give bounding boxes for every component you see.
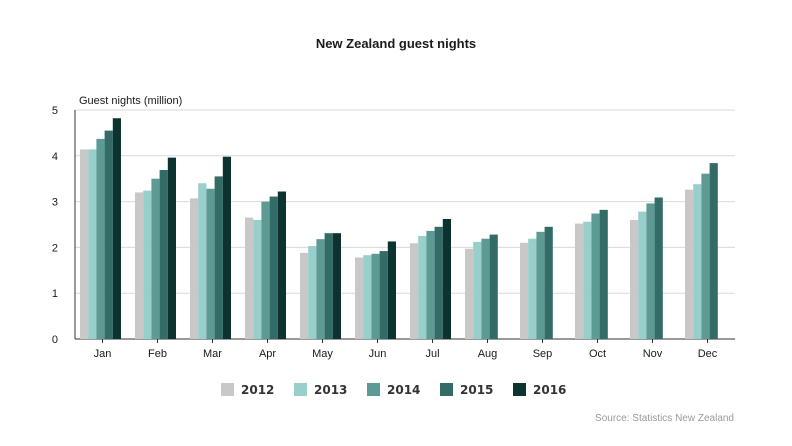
y-tick-label: 2 <box>52 242 58 254</box>
source-note: Source: Statistics New Zealand <box>595 413 734 424</box>
bar-sep-2012 <box>520 242 529 339</box>
bar-nov-2014 <box>646 203 655 339</box>
bar-dec-2012 <box>685 189 694 339</box>
bar-dec-2014 <box>701 173 710 339</box>
legend-swatch-2013 <box>294 383 307 396</box>
x-tick-label: Dec <box>698 348 718 360</box>
bar-sep-2013 <box>528 238 537 339</box>
legend-label-2012: 2012 <box>241 383 274 397</box>
y-axis-label: Guest nights (million) <box>79 95 183 107</box>
bar-jan-2013 <box>88 149 97 339</box>
bar-jun-2015 <box>379 251 388 339</box>
bar-mar-2014 <box>206 188 215 339</box>
y-tick-label: 5 <box>52 105 58 117</box>
bar-dec-2015 <box>709 163 718 339</box>
bar-sep-2015 <box>544 226 553 339</box>
bar-oct-2014 <box>591 213 600 339</box>
bar-apr-2015 <box>269 196 278 339</box>
y-tick-label: 0 <box>52 334 58 346</box>
bar-nov-2015 <box>654 197 663 339</box>
bar-may-2016 <box>332 233 341 339</box>
bar-mar-2012 <box>190 198 199 339</box>
bar-jul-2013 <box>418 235 427 339</box>
x-tick-label: May <box>312 348 333 360</box>
bar-aug-2012 <box>465 248 474 339</box>
bar-oct-2015 <box>599 209 608 339</box>
bar-apr-2014 <box>261 201 270 339</box>
bar-jul-2012 <box>410 243 419 339</box>
bar-apr-2016 <box>277 191 286 339</box>
bar-apr-2012 <box>245 217 254 339</box>
bar-jan-2014 <box>96 138 105 339</box>
x-tick-label: Sep <box>533 348 553 360</box>
bar-feb-2016 <box>167 157 176 339</box>
legend-label-2016: 2016 <box>533 383 566 397</box>
legend-label-2015: 2015 <box>460 383 493 397</box>
x-tick-label: Mar <box>203 348 222 360</box>
bar-jan-2012 <box>80 149 89 339</box>
x-tick-label: Apr <box>259 348 276 360</box>
bar-oct-2013 <box>583 221 592 339</box>
bar-aug-2013 <box>473 241 482 339</box>
x-tick-label: Oct <box>589 348 606 360</box>
bar-feb-2015 <box>159 169 168 339</box>
x-tick-label: Jun <box>369 348 387 360</box>
bar-aug-2014 <box>481 238 490 339</box>
bar-mar-2015 <box>214 176 223 339</box>
bar-sep-2014 <box>536 231 545 339</box>
bar-jun-2014 <box>371 253 380 339</box>
bar-mar-2013 <box>198 183 207 339</box>
x-tick-label: Nov <box>643 348 663 360</box>
bar-dec-2013 <box>693 184 702 339</box>
bar-nov-2013 <box>638 211 647 339</box>
legend-swatch-2012 <box>221 383 234 396</box>
bar-jul-2015 <box>434 226 443 339</box>
bar-jan-2015 <box>104 130 113 339</box>
legend-label-2013: 2013 <box>314 383 347 397</box>
bar-jan-2016 <box>112 118 121 339</box>
bar-apr-2013 <box>253 219 262 339</box>
y-tick-label: 4 <box>52 151 58 163</box>
y-tick-label: 3 <box>52 197 58 209</box>
x-tick-label: Jul <box>425 348 439 360</box>
legend-label-2014: 2014 <box>387 383 420 397</box>
y-tick-label: 1 <box>52 288 58 300</box>
bar-may-2013 <box>308 246 317 339</box>
bar-may-2015 <box>324 233 333 339</box>
bar-feb-2012 <box>135 192 144 339</box>
bar-may-2012 <box>300 252 309 339</box>
bar-oct-2012 <box>575 223 584 339</box>
bar-feb-2014 <box>151 178 160 339</box>
bar-aug-2015 <box>489 234 498 339</box>
bar-jun-2016 <box>387 241 396 339</box>
bar-may-2014 <box>316 239 325 339</box>
chart-title: New Zealand guest nights <box>315 36 477 51</box>
bar-feb-2013 <box>143 190 152 339</box>
bar-jul-2014 <box>426 230 435 339</box>
legend-swatch-2015 <box>440 383 453 396</box>
x-tick-label: Aug <box>478 348 498 360</box>
legend-swatch-2016 <box>513 383 526 396</box>
bar-jun-2012 <box>355 257 364 339</box>
x-tick-label: Jan <box>94 348 112 360</box>
legend-swatch-2014 <box>367 383 380 396</box>
bar-nov-2012 <box>630 219 639 339</box>
x-tick-label: Feb <box>148 348 167 360</box>
bar-jun-2013 <box>363 255 372 339</box>
bar-mar-2016 <box>222 156 231 339</box>
bar-jul-2016 <box>442 219 451 339</box>
